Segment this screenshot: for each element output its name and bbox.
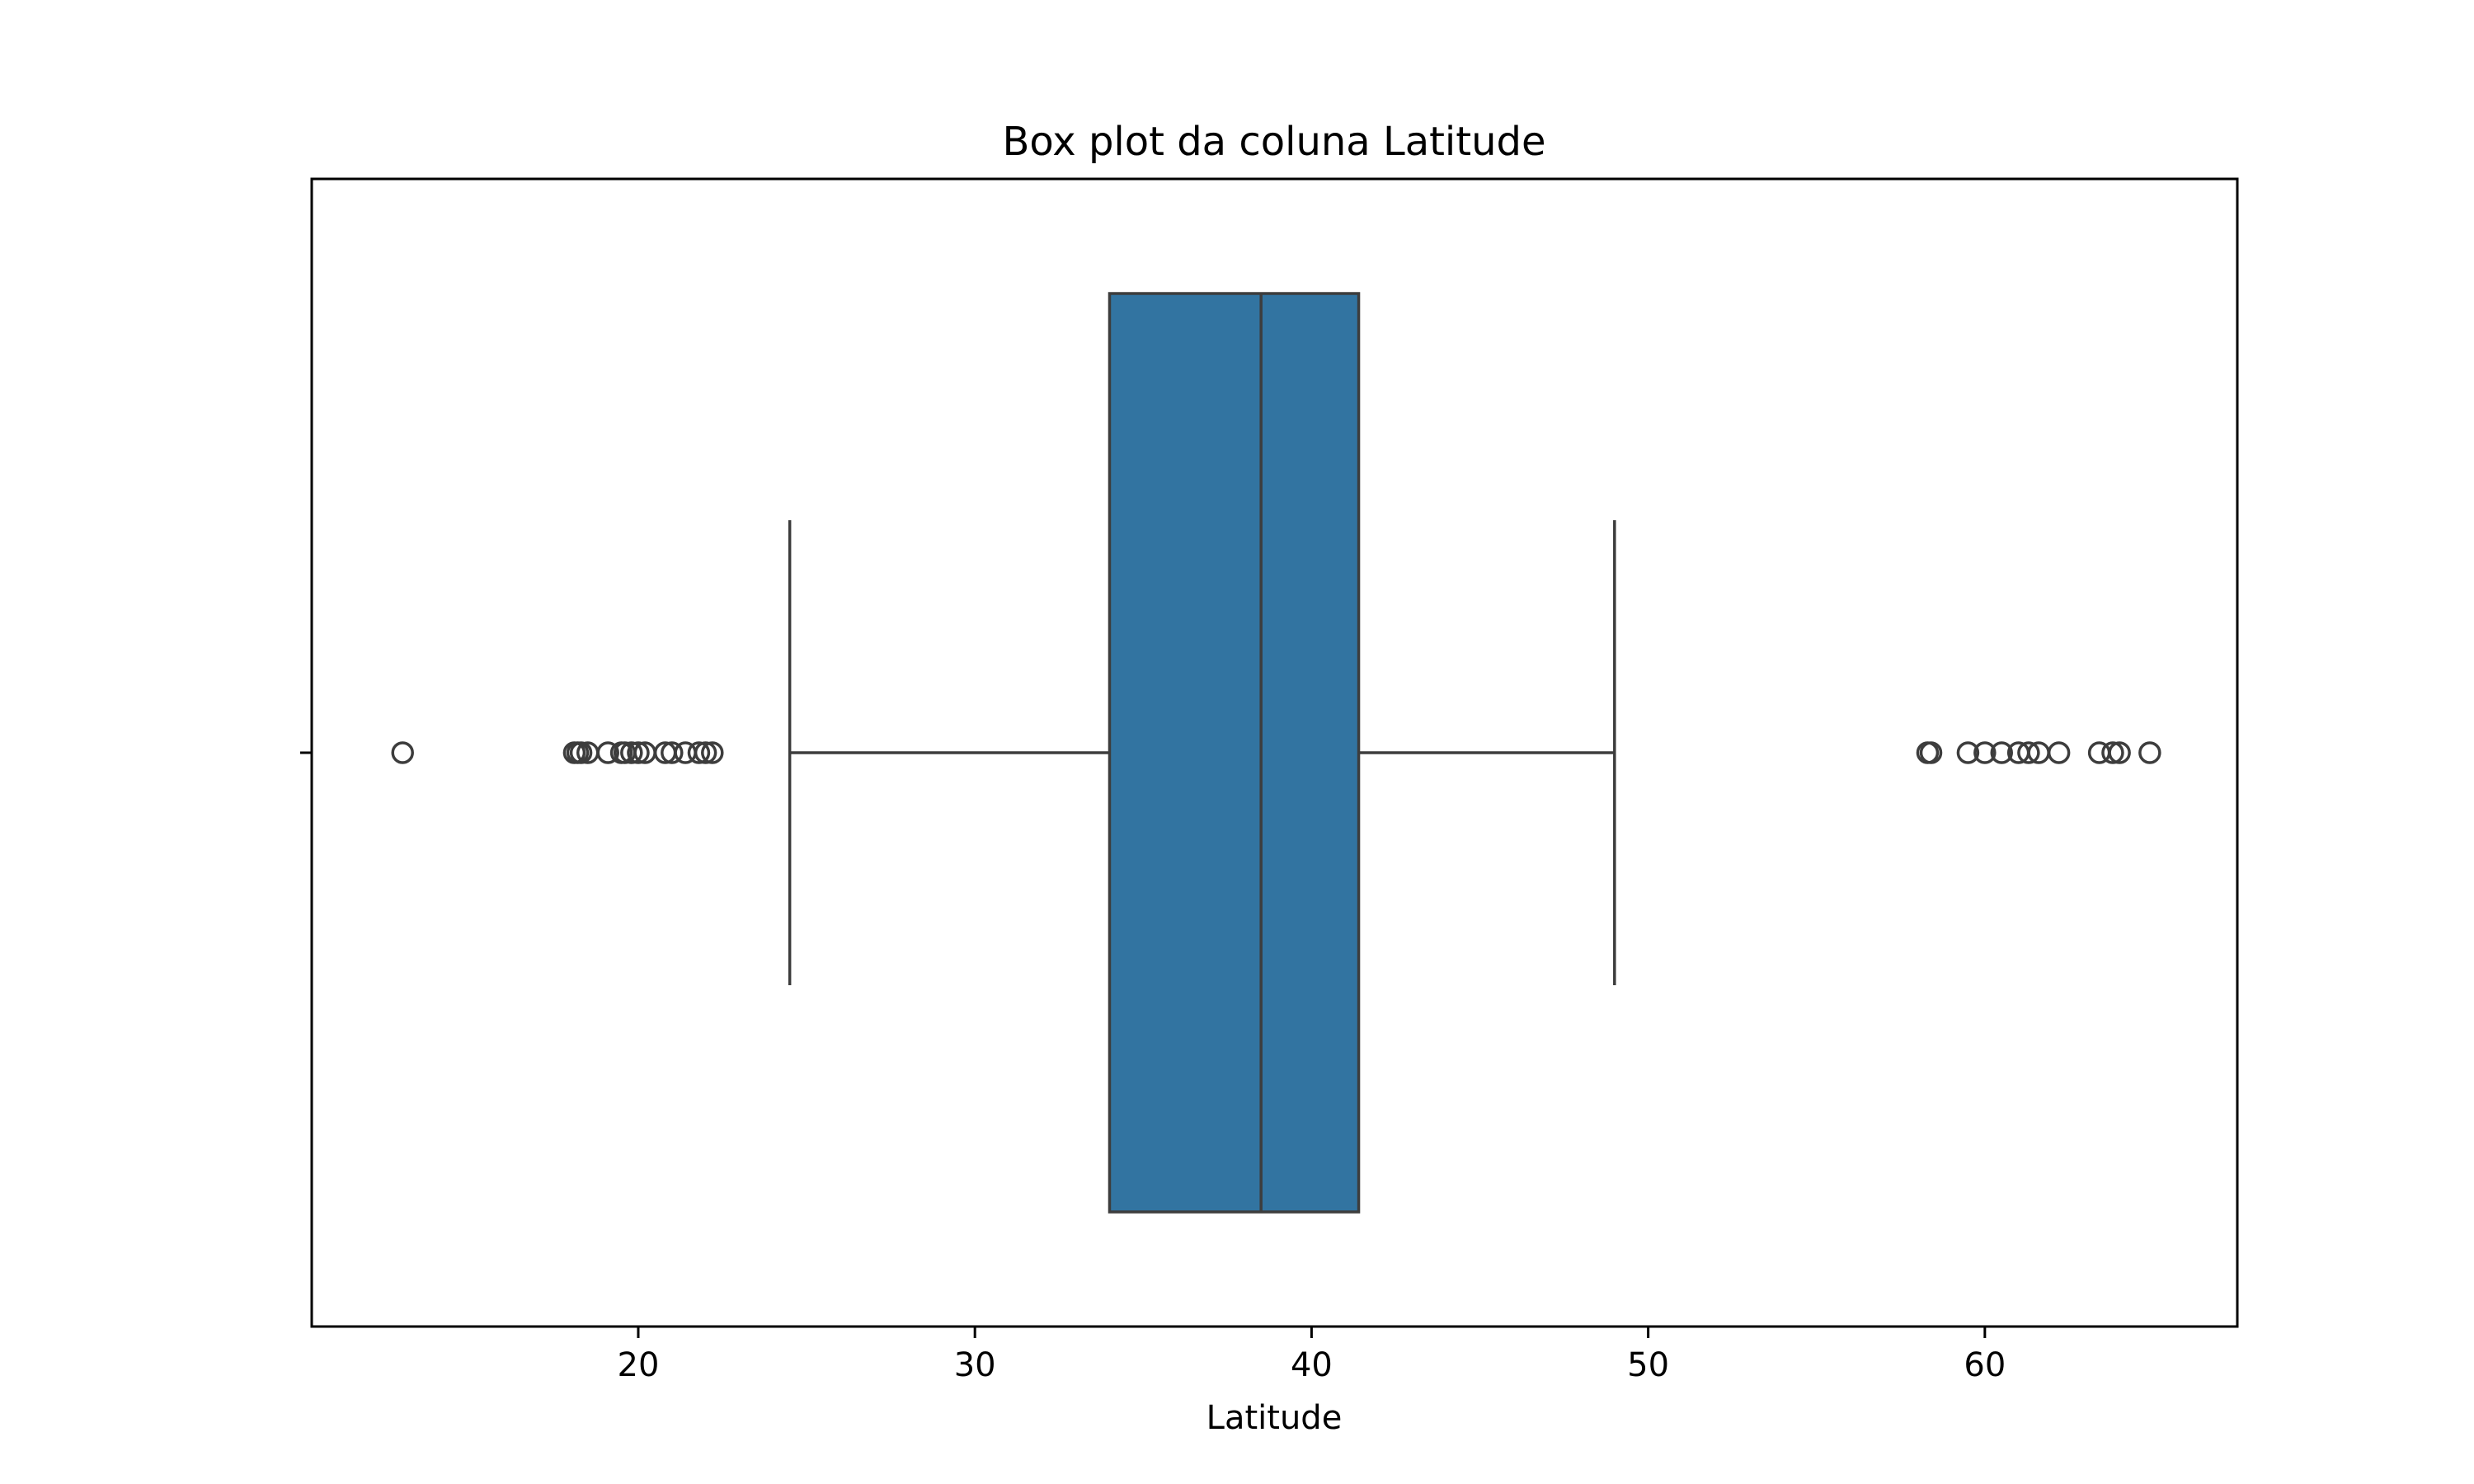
x-tick-label: 30 [954,1346,996,1384]
iqr-box [1108,292,1361,1214]
outlier-point [391,741,414,764]
outlier-point [687,741,711,764]
outlier-point [661,741,684,764]
outlier-point [694,741,717,764]
outlier-point [596,741,619,764]
chart-title: Box plot da coluna Latitude [1002,119,1545,165]
x-axis-label: Latitude [1206,1399,1343,1437]
outlier-point [2108,741,2131,764]
outlier-point [1990,741,2013,764]
outlier-point [627,741,650,764]
outlier-point [569,741,593,764]
outlier-point [701,741,724,764]
outlier-point [2138,741,2161,764]
x-tick-label: 50 [1627,1346,1669,1384]
outlier-point [1973,741,1997,764]
outlier-point [1956,741,1980,764]
outlier-point [2101,741,2124,764]
plot-area: 20 30 40 50 60 [300,177,2239,1384]
x-tick-label: 60 [1964,1346,2006,1384]
outlier-point [620,741,643,764]
x-tick-label: 20 [618,1346,660,1384]
outlier-point [2047,741,2071,764]
outlier-point [2017,741,2040,764]
x-tick-label: 40 [1291,1346,1333,1384]
outlier-point [1919,741,1943,764]
